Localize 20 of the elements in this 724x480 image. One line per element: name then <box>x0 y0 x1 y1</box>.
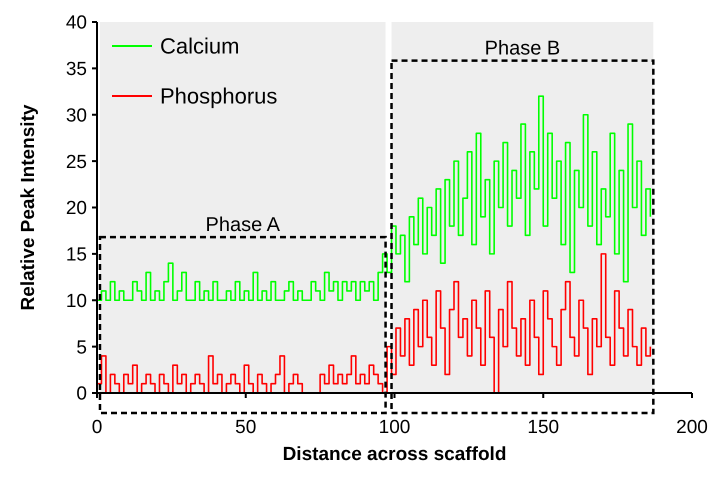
x-tick-label: 0 <box>92 417 102 438</box>
y-tick-label: 0 <box>76 384 87 405</box>
y-axis-title: Relative Peak Intensity <box>18 104 39 310</box>
y-tick-label: 20 <box>66 198 87 220</box>
y-tick-label: 15 <box>66 244 87 266</box>
x-axis-title: Distance across scaffold <box>282 444 506 465</box>
y-tick-label: 35 <box>66 59 87 80</box>
band-label: Phase B <box>484 38 560 60</box>
x-tick-label: 150 <box>527 417 560 438</box>
y-tick-label: 25 <box>66 152 87 173</box>
y-tick-label: 40 <box>66 12 87 34</box>
legend-label: Phosphorus <box>160 84 278 109</box>
x-tick-label: 200 <box>676 417 708 438</box>
x-tick-label: 50 <box>235 417 256 438</box>
y-tick-label: 30 <box>66 105 87 126</box>
y-tick-label: 5 <box>76 337 87 358</box>
x-tick-label: 100 <box>378 417 410 438</box>
legend-label: Calcium <box>160 34 240 59</box>
band-label: Phase A <box>206 214 281 236</box>
y-tick-label: 10 <box>66 290 87 312</box>
